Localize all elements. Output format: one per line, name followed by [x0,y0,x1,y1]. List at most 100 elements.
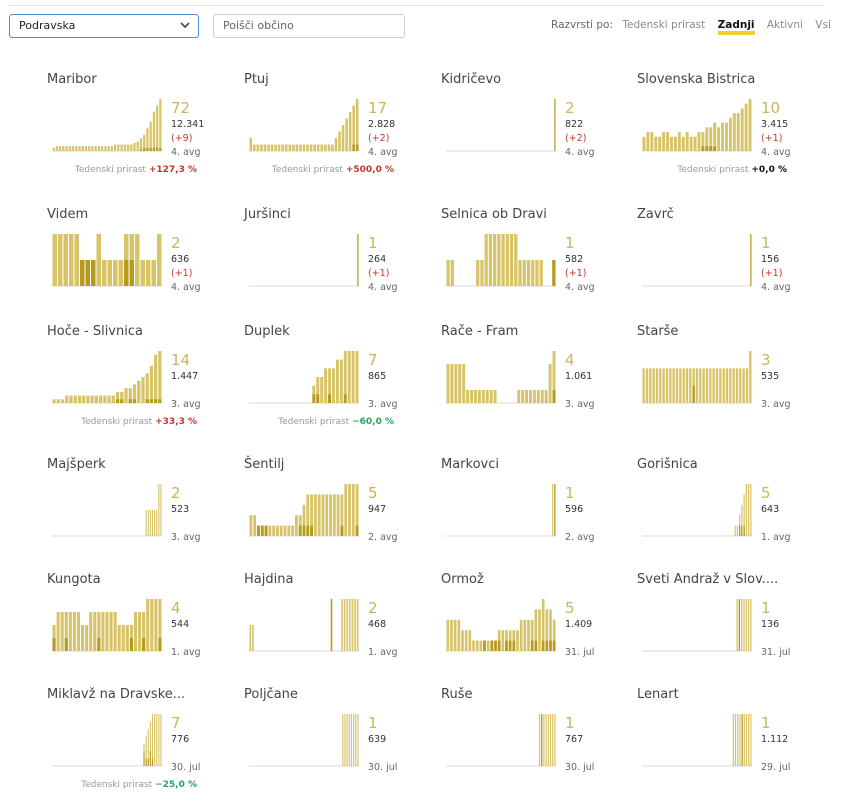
sort-option-all[interactable]: Vsi [815,19,831,31]
bar-light [732,368,735,403]
municipality-card[interactable]: Šentilj 5 947 2. avg [244,457,424,582]
municipality-name: Zavrč [637,207,674,222]
municipality-card[interactable]: Lenart 1 1.112 29. jul [637,687,817,812]
bar-light [468,630,472,651]
municipality-card[interactable]: Kidričevo 2 822 (+2) 4. avg [441,72,621,197]
bar-light [750,484,752,536]
bar-light [493,390,497,403]
bar-light [749,351,752,403]
bar-light [729,368,732,403]
municipality-name: Lenart [637,687,679,702]
bar-dark [497,640,501,651]
municipality-card[interactable]: Ruše 1 767 30. jul [441,687,621,812]
bar-light [102,260,107,286]
municipality-card[interactable]: Maribor 72 12.341 (+9) 4. avg Tedenski priras… [47,72,227,197]
municipality-card[interactable]: Rače - Fram 4 1.061 3. avg [441,324,621,449]
bar-dark [545,640,549,651]
bar-light [101,612,105,651]
municipality-card[interactable]: Zavrč 1 156 (+1) 4. avg [637,207,817,332]
trend-chart [642,351,752,404]
bar-light [509,234,514,286]
sort-option-weekly-growth[interactable]: Tedenski prirast [622,19,706,31]
bar-light [101,146,104,151]
bar-light [735,368,739,403]
municipality-card[interactable]: Majšperk 2 523 3. avg [47,457,227,582]
bar-light [719,368,722,403]
total-count: 1.409 [565,619,593,630]
last-update: 3. avg [368,399,398,410]
municipality-name: Selnica ob Dravi [441,207,547,222]
municipality-card[interactable]: Selnica ob Dravi 1 582 (+1) 4. avg [441,207,621,332]
region-select[interactable]: Podravska [9,14,199,38]
bar-light [341,599,343,651]
bar-light [97,612,101,651]
trend-chart [642,599,752,652]
trend-chart [249,714,359,767]
sort-option-active[interactable]: Aktivni [766,19,803,31]
total-count: 947 [368,504,387,515]
bar-light [68,146,71,151]
bar-light [740,108,744,151]
municipality-name: Šentilj [244,457,285,472]
municipality-card[interactable]: Sveti Andraž v Slov.... 1 136 31. jul [637,572,817,697]
bar-light [320,144,324,151]
bar-dark [343,394,347,403]
bar-light [124,388,128,403]
search-input[interactable]: Poišči občino [213,14,405,38]
municipality-card[interactable]: Ormož 5 1.409 31. jul [441,572,621,697]
municipality-card[interactable]: Starše 3 535 3. avg [637,324,817,449]
bar-light [291,525,295,536]
trend-chart [52,234,162,287]
daily-delta: (+1) [368,268,390,279]
bar-dark [692,385,695,403]
bar-light [675,368,679,403]
bar-light [334,138,338,151]
bar-dark [357,234,359,286]
municipality-card[interactable]: Poljčane 1 639 30. jul [244,687,424,812]
total-count: 596 [565,504,584,515]
chevron-down-icon [180,22,190,29]
bar-light [295,144,299,151]
municipality-card[interactable]: Gorišnica 5 643 1. avg [637,457,817,582]
bar-light [121,625,125,651]
municipality-card[interactable]: Juršinci 1 264 (+1) 4. avg [244,207,424,332]
bar-light [488,234,493,286]
bar-dark [151,758,154,766]
bar-light [149,510,151,536]
municipality-card[interactable]: Hoče - Slivnica 14 1.447 3. avg Tedenski pri… [47,324,227,449]
bar-light [516,630,519,651]
bar-light [642,136,646,151]
bar-light [522,260,526,286]
trend-chart [52,599,162,652]
municipality-card[interactable]: Duplek 7 865 3. avg Tedenski prirast −60,0 % [244,324,424,449]
sort-option-latest[interactable]: Zadnji [717,19,755,35]
municipality-card[interactable]: Ptuj 17 2.828 (+2) 4. avg Tedenski prirast +5… [244,72,424,197]
bar-light [58,234,63,286]
bar-dark [124,260,129,286]
daily-delta: (+2) [565,133,587,144]
municipality-card[interactable]: Markovci 1 596 2. avg [441,457,621,582]
total-count: 535 [761,371,780,382]
municipality-card[interactable]: Miklavž na Dravske... 7 776 30. jul Tedenski… [47,687,227,812]
bar-light [89,612,93,651]
bar-dark [316,394,320,403]
bar-light [666,132,669,151]
total-count: 776 [171,734,190,745]
bar-light [677,132,681,151]
bar-light [306,494,310,536]
bar-light [298,515,302,536]
bar-light [145,510,147,536]
last-update: 30. jul [368,762,398,773]
bar-light [113,144,117,151]
last-update: 30. jul [171,762,201,773]
municipality-card[interactable]: Kungota 4 544 1. avg [47,572,227,697]
weekly-growth-label: Tedenski prirast [81,417,153,427]
bar-light [73,395,77,403]
bar-light [110,146,113,151]
municipality-card[interactable]: Slovenska Bistrica 10 3.415 (+1) 4. avg Teden… [637,72,817,197]
municipality-card[interactable]: Hajdina 2 468 1. avg [244,572,424,697]
bar-light [111,395,115,403]
municipality-card[interactable]: Videm 2 636 (+1) 4. avg [47,207,227,332]
bar-light [722,368,725,403]
current-active-count: 1 [368,714,378,732]
